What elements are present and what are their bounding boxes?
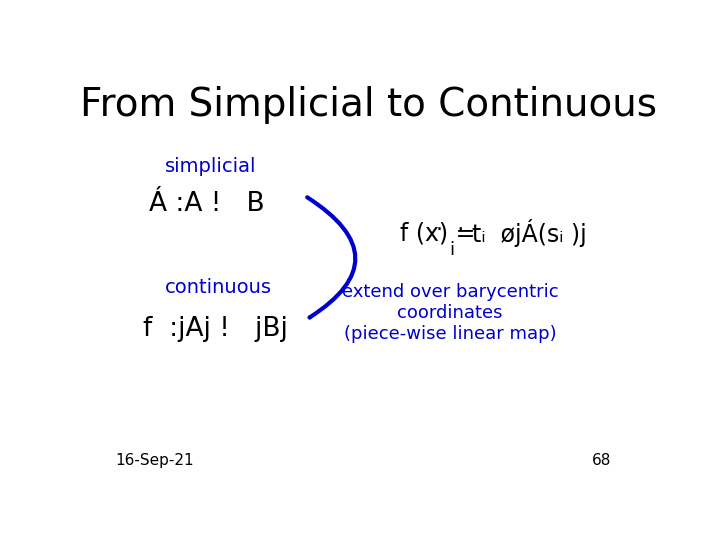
Text: i: i — [449, 241, 454, 259]
Text: extend over barycentric
coordinates
(piece-wise linear map): extend over barycentric coordinates (pie… — [341, 283, 558, 343]
Text: 68: 68 — [593, 453, 612, 468]
Text: f  :jAj !   jBj: f :jAj ! jBj — [143, 316, 288, 342]
Text: tᵢ  øjÁ(sᵢ )j: tᵢ øjÁ(sᵢ )j — [472, 219, 587, 247]
Text: simplicial: simplicial — [166, 157, 257, 176]
Text: .  .: . . — [436, 214, 464, 234]
Text: f (x) =: f (x) = — [400, 221, 475, 245]
FancyArrowPatch shape — [307, 197, 356, 318]
Text: continuous: continuous — [166, 278, 272, 297]
Text: From Simplicial to Continuous: From Simplicial to Continuous — [81, 85, 657, 124]
Text: 16-Sep-21: 16-Sep-21 — [115, 453, 194, 468]
Text: Á :A !   B: Á :A ! B — [148, 191, 264, 217]
